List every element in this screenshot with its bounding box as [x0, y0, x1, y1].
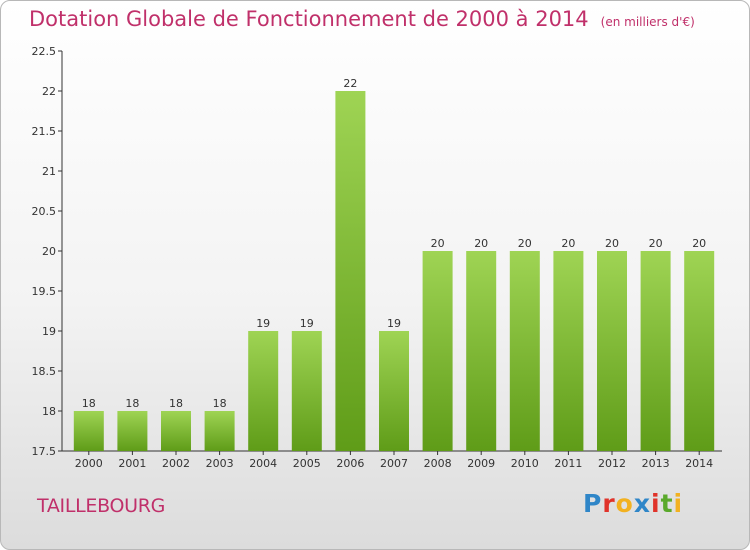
bar — [73, 411, 104, 451]
x-tick-label: 2004 — [249, 457, 277, 470]
data-label: 20 — [561, 237, 575, 250]
logo-letter: t — [660, 489, 674, 518]
y-tick-label: 22 — [42, 85, 56, 98]
y-tick-label: 19 — [42, 325, 56, 338]
x-tick-label: 2012 — [598, 457, 626, 470]
y-tick-label: 21 — [42, 165, 56, 178]
x-tick-label: 2011 — [554, 457, 582, 470]
bar — [597, 251, 627, 451]
bar — [553, 251, 584, 451]
data-label: 18 — [82, 397, 96, 410]
proxiti-logo: Proxiti — [583, 489, 683, 518]
x-tick-label: 2002 — [162, 457, 190, 470]
x-tick-label: 2003 — [206, 457, 234, 470]
x-tick-label: 2006 — [336, 457, 364, 470]
logo-letter: x — [633, 489, 651, 518]
bar — [291, 331, 322, 451]
data-label: 18 — [213, 397, 227, 410]
x-tick-label: 2009 — [467, 457, 495, 470]
data-label: 20 — [649, 237, 663, 250]
bar — [161, 411, 191, 451]
bar — [466, 251, 497, 451]
data-label: 19 — [256, 317, 270, 330]
y-tick-label: 21.5 — [32, 125, 57, 138]
y-tick-label: 22.5 — [32, 45, 57, 58]
y-tick-label: 18 — [42, 405, 56, 418]
data-label: 19 — [387, 317, 401, 330]
bar — [117, 411, 148, 451]
y-tick-label: 18.5 — [32, 365, 57, 378]
x-tick-label: 2010 — [511, 457, 539, 470]
bar — [640, 251, 671, 451]
x-tick-label: 2001 — [118, 457, 146, 470]
x-tick-label: 2013 — [642, 457, 670, 470]
y-tick-label: 20 — [42, 245, 56, 258]
data-label: 20 — [431, 237, 445, 250]
chart-title-text: Dotation Globale de Fonctionnement de 20… — [29, 7, 589, 31]
chart-subtitle: (en milliers d'€) — [600, 15, 695, 29]
y-tick-label: 20.5 — [32, 205, 57, 218]
commune-name: TAILLEBOURG — [37, 495, 166, 517]
logo-letter: P — [583, 489, 603, 518]
logo-letter: r — [602, 489, 616, 518]
bar — [204, 411, 235, 451]
x-tick-label: 2000 — [75, 457, 103, 470]
bar — [684, 251, 715, 451]
logo-letter: i — [651, 489, 661, 518]
data-label: 18 — [125, 397, 139, 410]
bar — [422, 251, 453, 451]
data-label: 20 — [474, 237, 488, 250]
logo-letter: i — [673, 489, 684, 518]
chart-title: Dotation Globale de Fonctionnement de 20… — [29, 7, 695, 31]
y-tick-label: 19.5 — [32, 285, 57, 298]
bar — [379, 331, 409, 451]
x-tick-label: 2008 — [424, 457, 452, 470]
bar — [248, 331, 279, 451]
data-label: 22 — [343, 77, 357, 90]
logo-letter: o — [615, 489, 634, 518]
data-label: 20 — [605, 237, 619, 250]
data-label: 18 — [169, 397, 183, 410]
data-label: 20 — [518, 237, 532, 250]
bar — [335, 91, 366, 451]
bar — [509, 251, 540, 451]
data-label: 19 — [300, 317, 314, 330]
x-tick-label: 2014 — [685, 457, 713, 470]
x-tick-label: 2005 — [293, 457, 321, 470]
x-tick-label: 2007 — [380, 457, 408, 470]
data-label: 20 — [692, 237, 706, 250]
y-tick-label: 17.5 — [32, 445, 57, 458]
